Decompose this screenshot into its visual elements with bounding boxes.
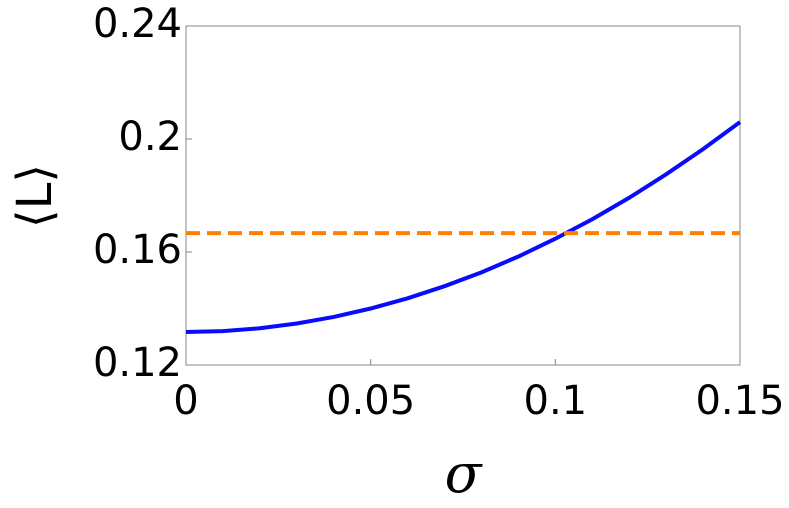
x-tick-label: 0 xyxy=(173,378,198,424)
x-axis-label: σ xyxy=(445,442,484,505)
plot-frame xyxy=(185,25,741,366)
x-tick-label: 0.1 xyxy=(524,378,588,424)
x-tick-label: 0.05 xyxy=(326,378,415,424)
series-line xyxy=(185,120,742,334)
y-tick-label: 0.2 xyxy=(118,114,182,160)
y-tick-label: 0.24 xyxy=(93,1,182,47)
y-tick-label: 0.12 xyxy=(93,340,182,386)
x-tick-label: 0.15 xyxy=(695,378,784,424)
y-axis-label: ⟨L⟩ xyxy=(7,164,63,228)
y-tick-label: 0.16 xyxy=(93,227,182,273)
